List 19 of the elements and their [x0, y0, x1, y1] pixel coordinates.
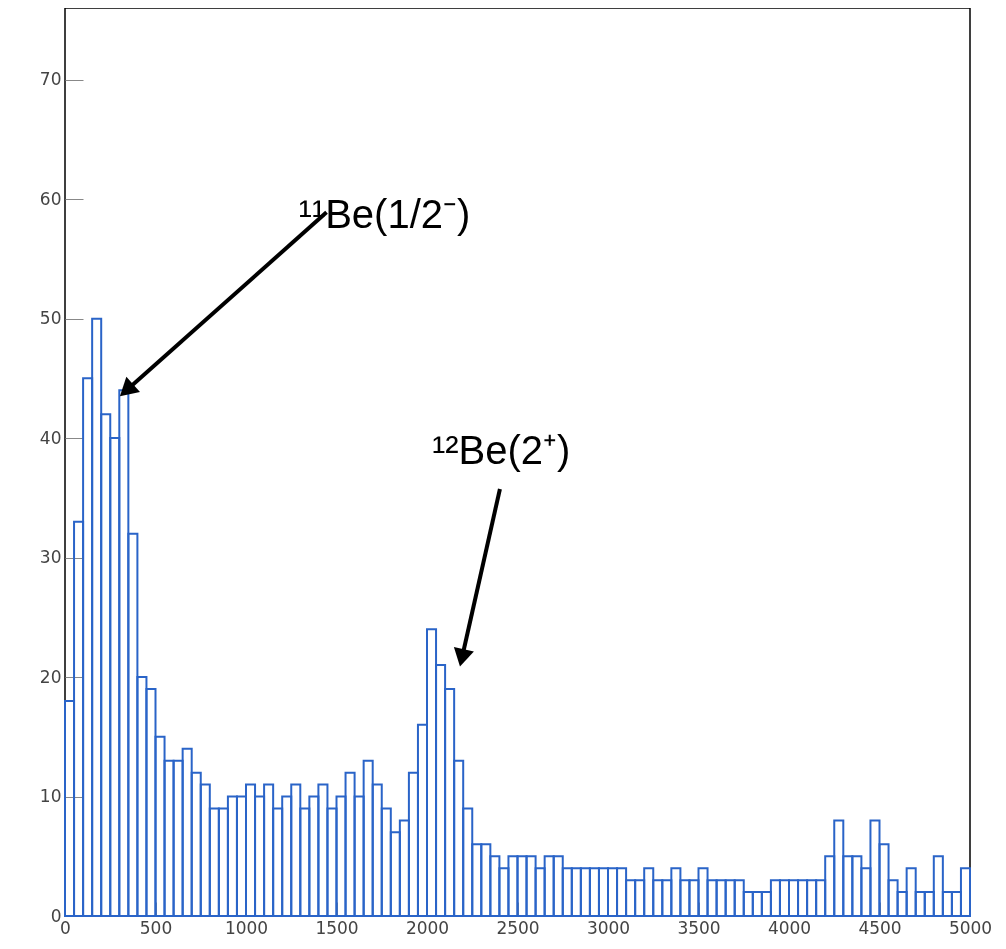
y-tick-label: 10	[39, 786, 62, 807]
annotation: ¹¹Be(1/2⁻)	[298, 192, 471, 237]
x-tick-label: 1000	[224, 917, 269, 938]
x-tick-label: 4500	[858, 917, 902, 938]
y-tick-label: 50	[39, 308, 62, 329]
y-tick-label: 20	[39, 666, 62, 687]
x-tick-label: 3000	[586, 917, 631, 938]
x-tick-label: 2500	[496, 917, 540, 938]
x-tick-label: 4000	[767, 917, 812, 938]
y-tick-label: 60	[39, 188, 62, 209]
x-tick-label: 1500	[315, 917, 359, 938]
y-tick-label: 70	[39, 69, 62, 90]
x-tick-label: 3500	[677, 917, 721, 938]
x-tick-label: 5000	[948, 917, 993, 938]
annotation: ¹²Be(2⁺)	[431, 427, 571, 472]
x-tick-label: 2000	[405, 917, 450, 938]
y-tick-label: 30	[39, 547, 62, 568]
x-tick-label: 500	[139, 917, 173, 938]
y-tick-label: 40	[39, 427, 62, 448]
